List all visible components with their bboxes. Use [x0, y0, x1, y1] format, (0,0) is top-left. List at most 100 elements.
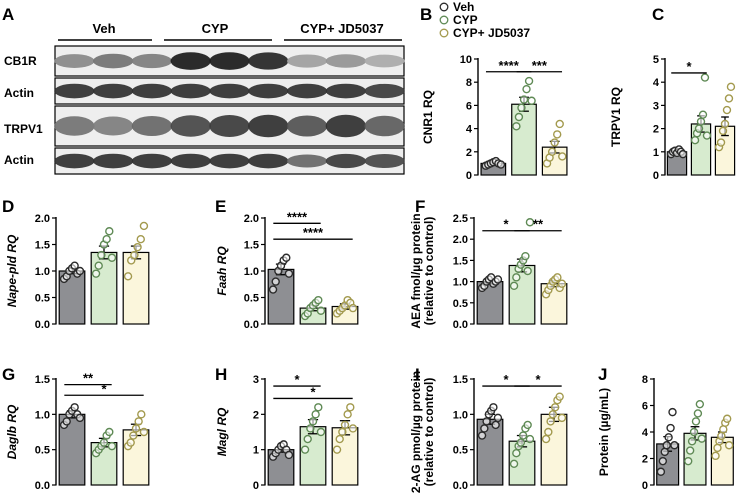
data-point — [521, 251, 530, 261]
y-tick-label: 2.5 — [453, 213, 468, 225]
y-tick-label: 1.5 — [35, 240, 50, 252]
y-tick-label: 4 — [653, 77, 660, 89]
panel-a: A Veh CYP CYP+ JD5037 CB1R Actin TRPV1 A… — [2, 5, 405, 175]
data-point — [518, 431, 528, 440]
data-point — [678, 149, 688, 159]
panel-b-letter: B — [420, 5, 432, 24]
significance-label: *** — [532, 58, 548, 73]
data-point — [512, 273, 521, 282]
y-tick-label: 6 — [466, 100, 472, 112]
blot-band — [364, 115, 405, 137]
data-point — [136, 234, 145, 244]
data-point — [489, 403, 498, 412]
data-point — [662, 441, 671, 450]
blot-band — [286, 83, 328, 99]
bar-cyp — [90, 251, 118, 325]
data-point — [660, 447, 669, 457]
data-point — [316, 427, 326, 437]
data-point — [719, 425, 728, 434]
blot-band — [170, 153, 211, 169]
legend-cyp-label: CYP — [453, 13, 478, 27]
data-point — [493, 275, 503, 284]
y-tick-label: 0.0 — [35, 319, 50, 331]
legend: B Veh CYP CYP+ JD5037 — [420, 0, 530, 40]
data-point — [134, 417, 143, 426]
data-point — [97, 250, 106, 260]
panel-letter: C — [652, 5, 664, 24]
y-tick-label: 1.0 — [453, 409, 468, 421]
data-point — [105, 227, 114, 236]
bar-cyp-jd5037 — [331, 427, 359, 486]
blot-band — [286, 154, 328, 168]
y-tick-label: 0 — [642, 480, 648, 492]
blot-band — [209, 115, 250, 137]
y-tick-label: 1 — [653, 147, 659, 159]
data-point — [268, 285, 278, 294]
data-point — [557, 279, 567, 288]
blot-band — [93, 83, 134, 99]
y-axis-label-line2: (relative to control) — [422, 378, 436, 487]
y-axis-label: CNR1 RQ — [421, 90, 435, 144]
data-point — [548, 410, 558, 419]
data-point — [314, 403, 323, 412]
data-point — [75, 266, 85, 276]
data-point — [512, 122, 521, 131]
data-point — [477, 431, 487, 440]
data-point — [550, 403, 560, 412]
data-point — [664, 433, 673, 442]
blot-band — [93, 53, 134, 69]
data-point — [523, 420, 532, 430]
data-point — [670, 441, 679, 450]
data-point — [717, 431, 726, 441]
data-point — [516, 438, 526, 447]
y-tick-label: 1.0 — [244, 266, 259, 278]
data-point — [547, 147, 557, 157]
data-point — [129, 431, 138, 440]
y-tick-label: 0.5 — [453, 445, 468, 457]
y-tick-label: 2 — [466, 147, 472, 159]
significance-label: **** — [499, 58, 520, 73]
blot-band — [54, 153, 95, 169]
data-point — [558, 152, 567, 161]
data-point — [512, 449, 521, 458]
data-point — [555, 119, 564, 129]
y-tick-label: 2.0 — [453, 234, 468, 246]
y-tick-label: 4 — [642, 427, 649, 439]
data-point — [666, 423, 675, 433]
y-axis-label: Faah RQ — [215, 246, 229, 296]
data-point — [509, 459, 519, 468]
y-tick-label: 1.5 — [453, 255, 468, 267]
blot-row-label-cb1r: CB1R — [4, 54, 37, 68]
data-point — [525, 434, 535, 444]
blot-band — [209, 83, 250, 99]
panel-letter: I — [415, 365, 420, 384]
y-tick-label: 0.0 — [35, 480, 50, 492]
y-tick-label: 1.5 — [244, 240, 259, 252]
data-point — [348, 424, 358, 433]
legend-veh-label: Veh — [453, 0, 474, 14]
y-tick-label: 2.0 — [35, 213, 50, 225]
blot-band — [54, 83, 95, 99]
data-point — [75, 413, 85, 423]
data-point — [527, 96, 536, 105]
data-point — [107, 441, 117, 451]
data-point — [722, 105, 732, 115]
data-point — [70, 261, 79, 270]
data-point — [696, 117, 706, 126]
data-point — [482, 417, 491, 426]
blot-row-label-actin-2: Actin — [4, 153, 34, 167]
y-tick-label: 0 — [253, 480, 259, 492]
blot-band — [93, 116, 134, 136]
data-point — [282, 253, 291, 262]
significance-label: * — [101, 381, 107, 396]
bar-cyp-jd5037 — [540, 413, 568, 486]
data-point — [308, 417, 318, 426]
data-point — [480, 424, 489, 433]
y-tick-label: 0.5 — [35, 445, 50, 457]
data-point — [284, 450, 294, 460]
data-point — [133, 242, 142, 252]
y-axis-label: 2-AG pmol/µg protein — [409, 371, 423, 493]
data-point — [517, 103, 526, 112]
